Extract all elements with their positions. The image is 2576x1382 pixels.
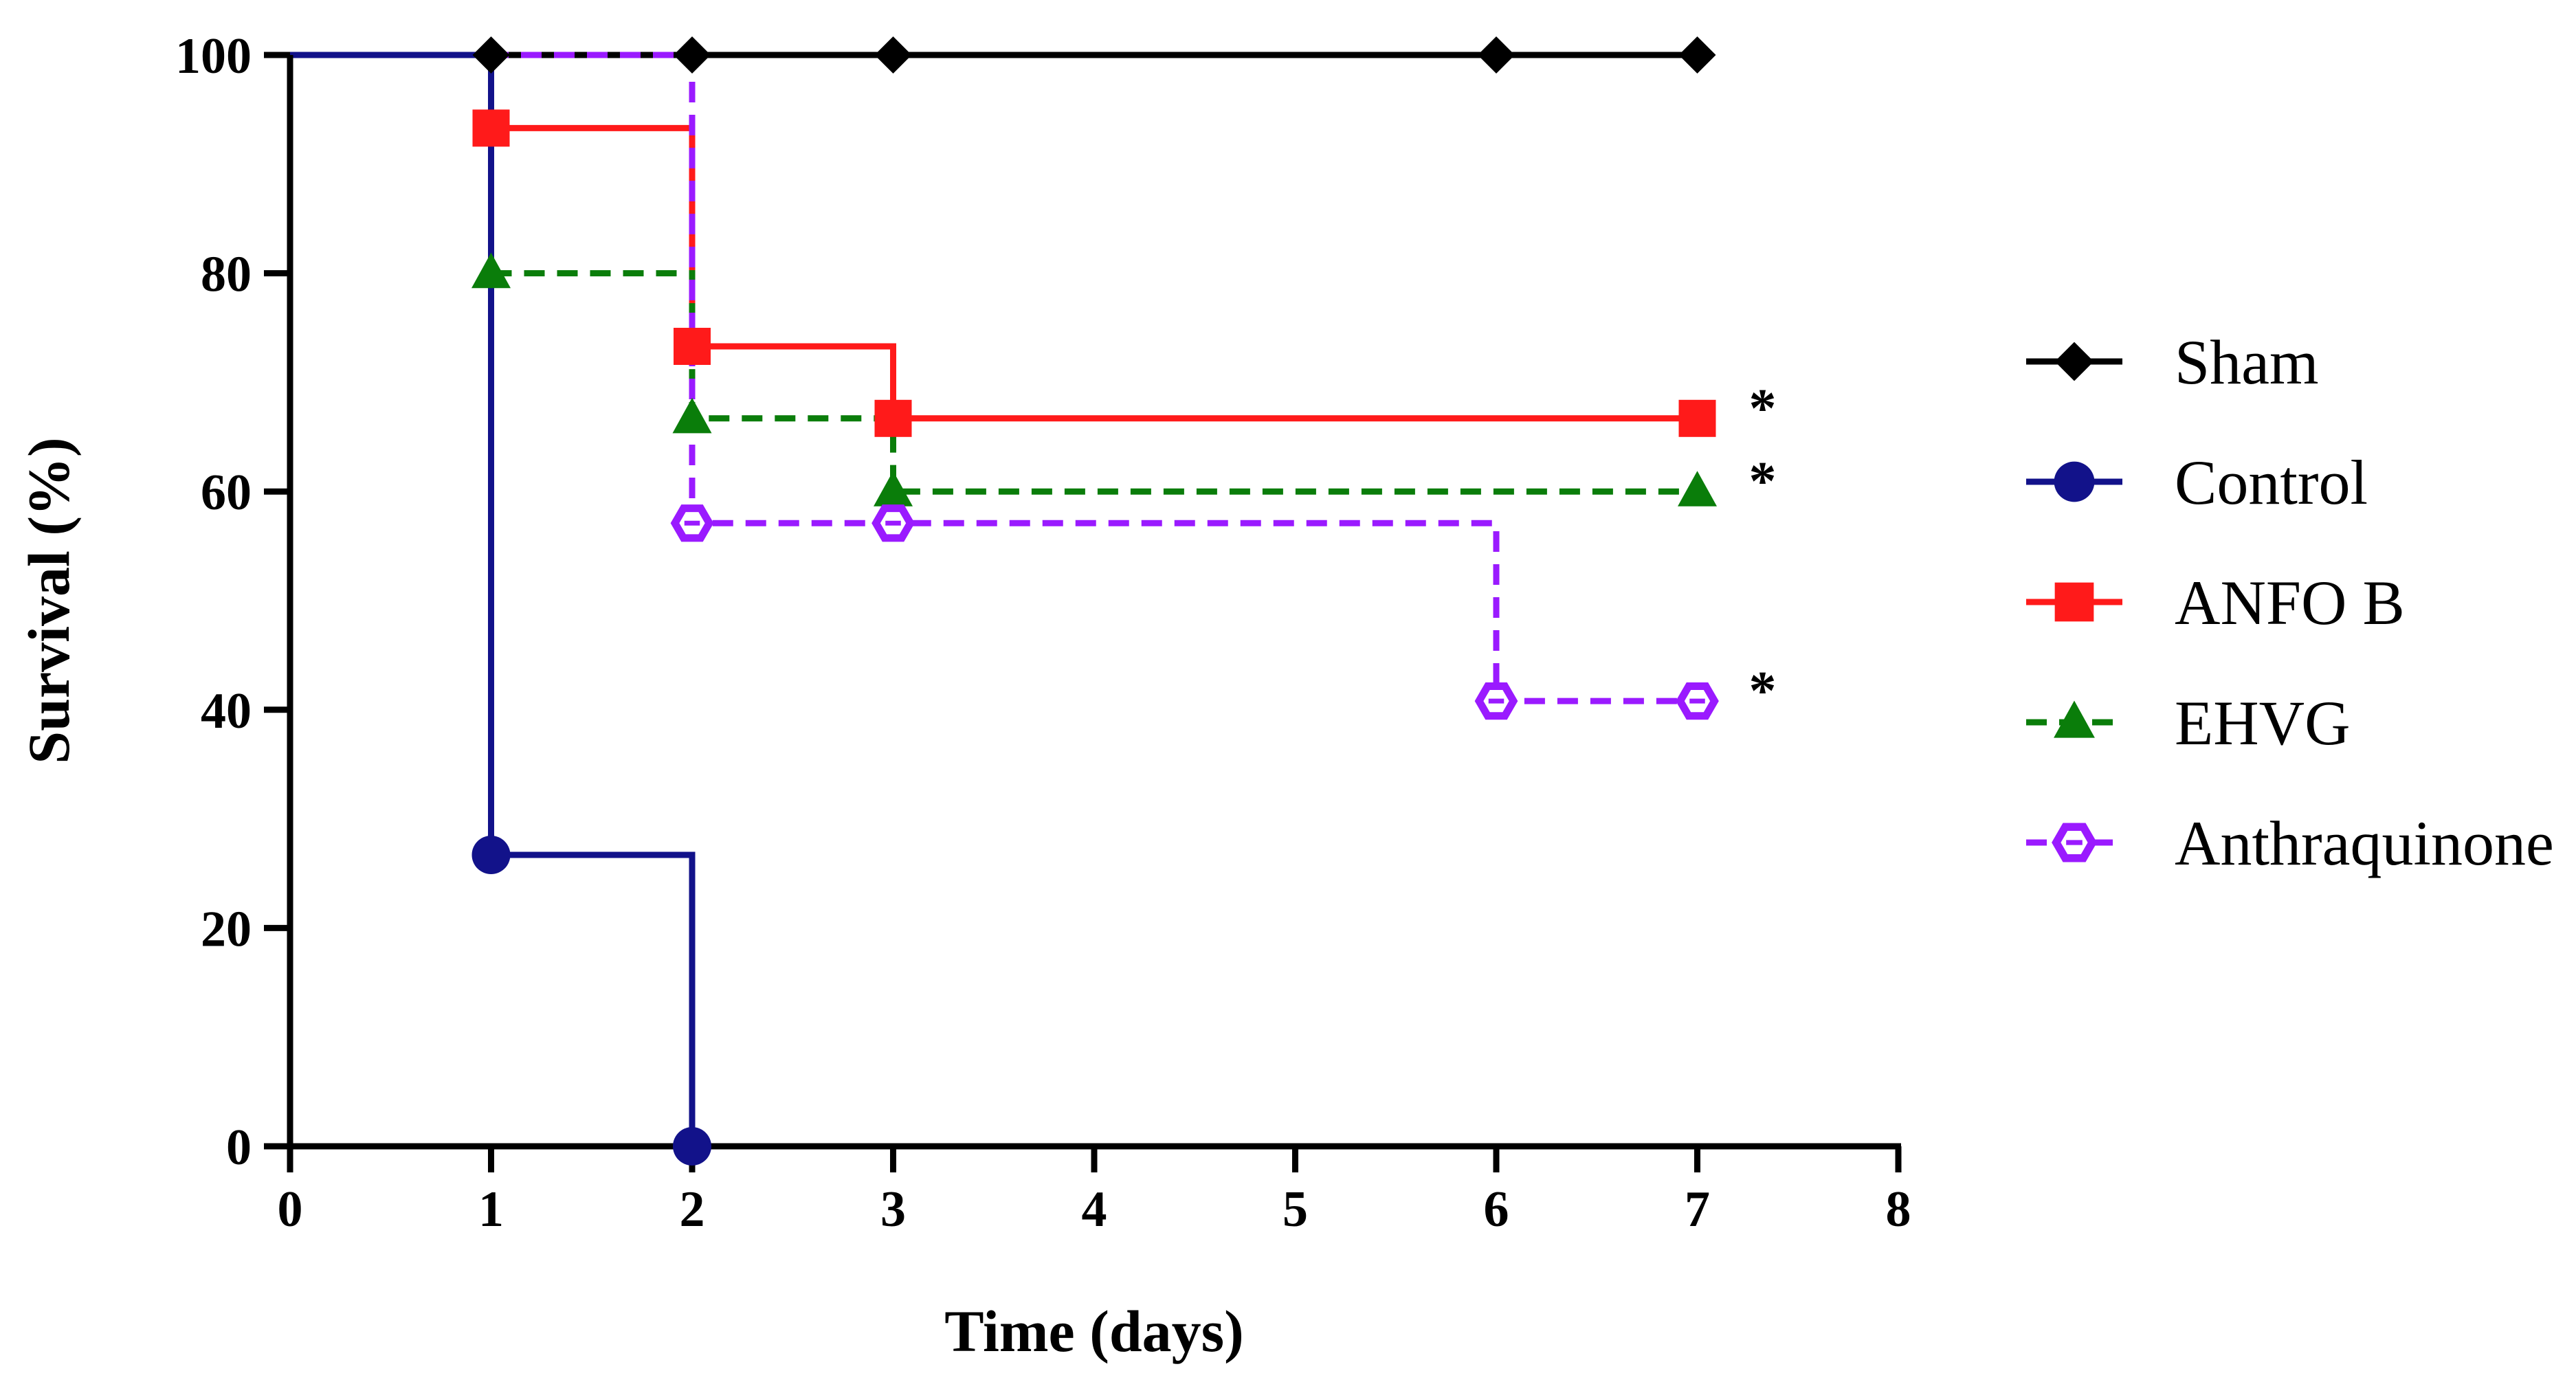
marker-anfo-b-day-3 bbox=[874, 399, 912, 437]
series-line-ehvg bbox=[491, 270, 1698, 495]
x-axis-title: Time (days) bbox=[944, 1298, 1244, 1364]
series-line-control bbox=[290, 52, 696, 1146]
x-tick-label-5: 5 bbox=[1283, 1181, 1308, 1238]
x-tick-label-8: 8 bbox=[1886, 1181, 1911, 1238]
marker-sham-day-7 bbox=[1678, 36, 1716, 74]
significance-anthraquinone: * bbox=[1749, 661, 1777, 722]
x-tick-label-2: 2 bbox=[680, 1181, 705, 1238]
marker-sham-day-6 bbox=[1478, 36, 1515, 74]
legend-label-anthraquinone: Anthraquinone bbox=[2175, 808, 2554, 878]
y-tick-label-80: 80 bbox=[201, 247, 252, 303]
marker-control-day-2 bbox=[673, 1127, 711, 1166]
marker-anthraquinone-day-7 bbox=[1676, 682, 1719, 720]
series-layer bbox=[290, 52, 1698, 1146]
marker-sham-day-3 bbox=[874, 36, 912, 74]
marker-ehvg-day-1 bbox=[471, 252, 511, 289]
x-tick-label-0: 0 bbox=[278, 1181, 303, 1238]
legend-label-sham: Sham bbox=[2175, 327, 2319, 397]
legend-item-sham: Sham bbox=[2026, 327, 2319, 397]
marker-anthraquinone-day-6 bbox=[1474, 682, 1518, 720]
marker-sham-day-2 bbox=[674, 36, 711, 74]
legend-label-anfo-b: ANFO B bbox=[2175, 568, 2405, 638]
marker-sham-day-1 bbox=[472, 36, 510, 74]
legend-item-anfo-b: ANFO B bbox=[2026, 568, 2405, 638]
marker-anfo-b-day-7 bbox=[1678, 399, 1716, 437]
y-tick-label-100: 100 bbox=[175, 28, 252, 85]
y-tick-label-60: 60 bbox=[201, 465, 252, 521]
legend-marker-ehvg bbox=[2054, 700, 2095, 738]
x-tick-label-4: 4 bbox=[1082, 1181, 1107, 1238]
significance-ehvg: * bbox=[1749, 452, 1777, 512]
legend-item-ehvg: EHVG bbox=[2026, 688, 2351, 758]
legend-item-control: Control bbox=[2026, 447, 2368, 517]
significance-anfo-b: * bbox=[1749, 379, 1777, 439]
series-line-anfo-b bbox=[491, 124, 1698, 422]
marker-anthraquinone-day-3 bbox=[871, 504, 915, 542]
legend-marker-anthraquinone bbox=[2052, 823, 2097, 862]
marker-anfo-b-day-2 bbox=[674, 327, 711, 365]
x-tick-label-3: 3 bbox=[880, 1181, 906, 1238]
annotations-layer: * * * bbox=[1749, 379, 1777, 722]
legend-item-anthraquinone: Anthraquinone bbox=[2026, 808, 2554, 878]
series-line-anthraquinone bbox=[290, 52, 1698, 704]
x-tick-label-1: 1 bbox=[478, 1181, 504, 1238]
marker-ehvg-day-2 bbox=[672, 397, 712, 434]
axes-layer bbox=[287, 55, 1901, 1150]
x-tick-label-7: 7 bbox=[1685, 1181, 1710, 1238]
legend-marker-control bbox=[2054, 461, 2095, 502]
legend-label-ehvg: EHVG bbox=[2175, 688, 2351, 758]
x-tick-label-6: 6 bbox=[1484, 1181, 1509, 1238]
markers-layer bbox=[471, 36, 1719, 1166]
marker-ehvg-day-3 bbox=[874, 471, 913, 506]
y-tick-label-40: 40 bbox=[201, 683, 252, 739]
y-axis-title: Survival (%) bbox=[16, 437, 82, 764]
legend: Sham Control ANFO B EHVG Anthraquinone bbox=[2026, 327, 2554, 878]
y-tick-label-20: 20 bbox=[201, 901, 252, 957]
legend-marker-anfo-b bbox=[2054, 582, 2094, 622]
marker-control-day-1 bbox=[471, 836, 511, 875]
legend-marker-sham bbox=[2054, 342, 2094, 381]
marker-anfo-b-day-1 bbox=[472, 109, 510, 147]
y-tick-label-0: 0 bbox=[226, 1119, 252, 1176]
legend-label-control: Control bbox=[2175, 447, 2368, 517]
marker-anthraquinone-day-2 bbox=[670, 504, 714, 542]
marker-ehvg-day-7 bbox=[1678, 471, 1717, 506]
